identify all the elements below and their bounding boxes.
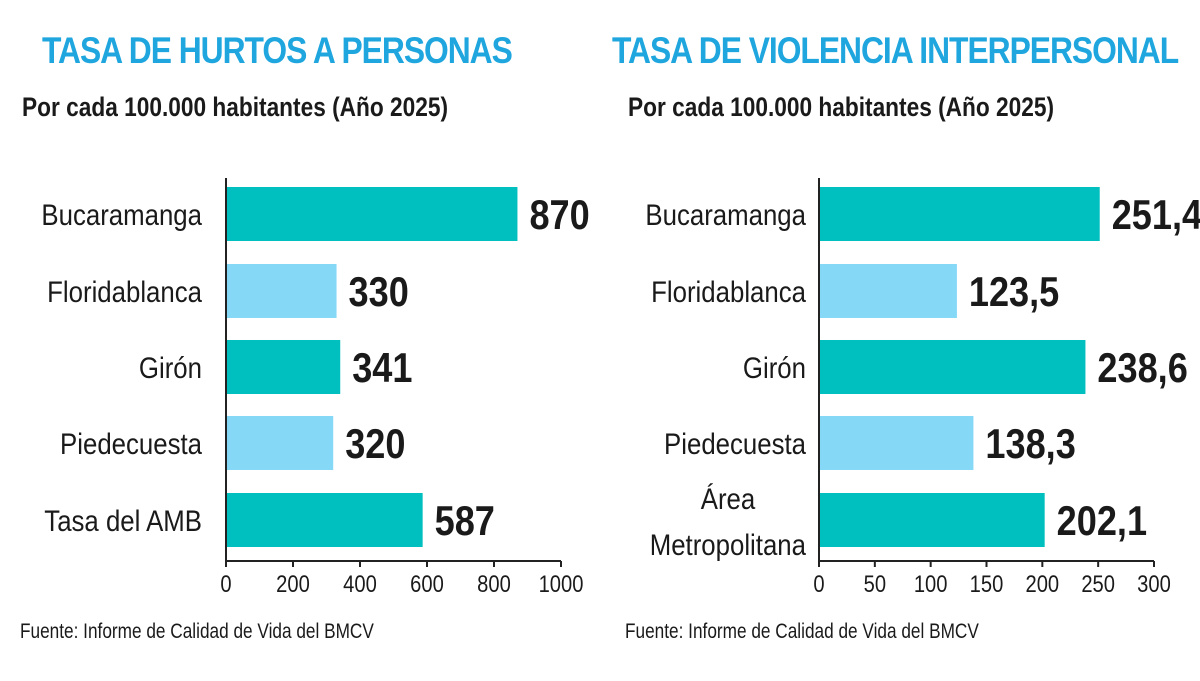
category-label: Bucaramanga <box>41 198 202 231</box>
x-tick-label: 0 <box>813 570 824 597</box>
chart-subtitle: Por cada 100.000 habitantes (Año 2025) <box>628 92 1055 122</box>
category-label: Floridablanca <box>47 275 202 308</box>
chart-title: TASA DE HURTOS A PERSONAS <box>42 30 513 71</box>
value-label: 202,1 <box>1057 499 1147 545</box>
bar <box>226 493 423 547</box>
x-tick-label: 150 <box>970 570 1004 597</box>
value-label: 320 <box>345 422 405 468</box>
category-label: Piedecuesta <box>664 427 806 460</box>
x-tick-label: 200 <box>1026 570 1060 597</box>
x-tick-label: 50 <box>864 570 886 597</box>
category-label: Girón <box>743 351 806 384</box>
bar-chart-hurtos: 870 Bucaramanga 330 Floridablanca 341 Girón 32… <box>41 178 590 597</box>
value-label: 138,3 <box>985 422 1075 468</box>
category-label: Área <box>701 482 756 515</box>
x-tick-label: 200 <box>276 570 310 597</box>
bar <box>226 187 518 241</box>
x-tick-label: 600 <box>410 570 444 597</box>
category-label: Piedecuesta <box>60 427 202 460</box>
bar <box>226 264 337 318</box>
value-label: 238,6 <box>1097 346 1187 392</box>
chart-panel-violencia: TASA DE VIOLENCIA INTERPERSONAL Por cada… <box>600 0 1200 681</box>
x-tick-label: 300 <box>1137 570 1171 597</box>
bar <box>819 493 1045 547</box>
value-label: 330 <box>349 270 409 316</box>
category-label: Bucaramanga <box>645 198 806 231</box>
bar <box>819 340 1086 394</box>
bar <box>819 264 957 318</box>
chart-title: TASA DE VIOLENCIA INTERPERSONAL <box>612 30 1179 71</box>
source-note: Fuente: Informe de Calidad de Vida del B… <box>625 620 979 643</box>
source-note: Fuente: Informe de Calidad de Vida del B… <box>20 620 374 643</box>
category-label: Metropolitana <box>650 528 807 561</box>
x-tick-label: 800 <box>477 570 511 597</box>
value-label: 870 <box>529 193 589 239</box>
bar-chart-violencia: 251,4 Bucaramanga 123,5 Floridablanca 238,6 G… <box>645 178 1200 597</box>
x-tick-label: 0 <box>220 570 231 597</box>
category-label: Floridablanca <box>651 275 806 308</box>
category-label: Girón <box>139 351 202 384</box>
bar <box>226 340 341 394</box>
value-label: 251,4 <box>1112 193 1200 239</box>
value-label: 587 <box>435 499 495 545</box>
bar <box>226 416 334 470</box>
bar <box>819 187 1100 241</box>
category-label: Tasa del AMB <box>44 504 202 537</box>
x-tick-label: 100 <box>914 570 948 597</box>
bar <box>819 416 974 470</box>
x-tick-label: 1000 <box>539 570 584 597</box>
value-label: 341 <box>352 346 412 392</box>
x-tick-label: 400 <box>343 570 377 597</box>
value-label: 123,5 <box>969 270 1059 316</box>
chart-subtitle: Por cada 100.000 habitantes (Año 2025) <box>22 92 449 122</box>
chart-panel-hurtos: TASA DE HURTOS A PERSONAS Por cada 100.0… <box>20 30 590 643</box>
x-tick-label: 250 <box>1081 570 1115 597</box>
